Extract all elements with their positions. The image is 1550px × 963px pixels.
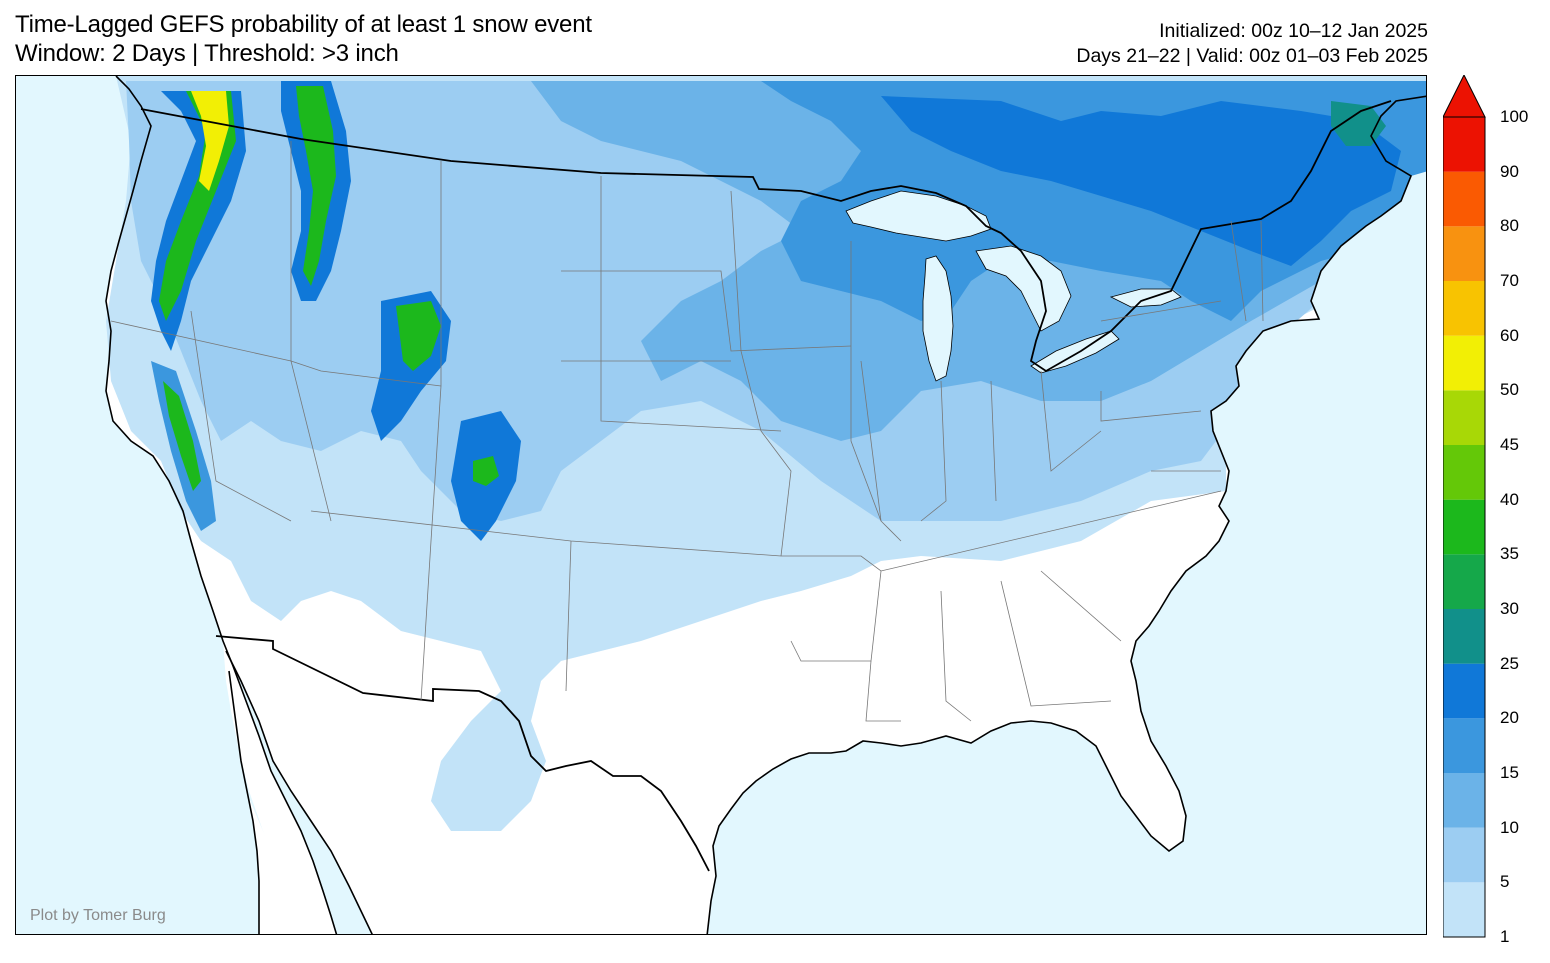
map-svg	[16, 76, 1426, 934]
colorbar-segment	[1443, 499, 1485, 555]
colorbar-segment	[1443, 718, 1485, 773]
colorbar-segment	[1443, 390, 1485, 445]
border-us-canada	[140, 100, 1392, 373]
map-title: Time-Lagged GEFS probability of at least…	[15, 10, 592, 68]
colorbar-tick-label: 5	[1500, 872, 1510, 892]
prob-idaho-green	[296, 86, 336, 286]
valid-line: Days 21–22 | Valid: 00z 01–03 Feb 2025	[1076, 45, 1428, 67]
colorbar-extend-arrow	[1443, 75, 1486, 118]
colorbar	[1443, 75, 1486, 938]
prob-cascades-green	[163, 381, 201, 491]
state-lines	[110, 141, 1264, 722]
prob-colorado-green	[473, 456, 499, 486]
coastline-east	[706, 95, 1426, 934]
baja-gulf	[226, 651, 373, 934]
colorbar-segment	[1443, 335, 1485, 391]
prob-20-25	[881, 96, 1401, 266]
colorbar-segment	[1443, 117, 1485, 172]
colorbar-tick-label: 30	[1500, 599, 1519, 618]
colorbar-tick-label: 100	[1500, 107, 1529, 126]
colorbar-tick-label: 20	[1500, 708, 1519, 728]
colorbar-tick-label: 40	[1500, 489, 1519, 509]
probability-shading	[106, 76, 1426, 831]
coastline-baja	[228, 670, 260, 934]
colorbar-tick-label: 35	[1500, 544, 1519, 564]
colorbar-tick-label: 80	[1500, 216, 1519, 236]
valid-info: Initialized: 00z 10–12 Jan 2025 Days 21–…	[1076, 19, 1428, 69]
prob-rockies-yellow	[191, 91, 229, 191]
coastline-mexico	[225, 650, 373, 934]
colorbar-segment	[1443, 281, 1485, 336]
colorbar-tick-label: 15	[1500, 763, 1519, 782]
colorbar-segment	[1443, 609, 1485, 664]
gulf-of-mexico	[707, 171, 1426, 934]
prob-wyo-green	[396, 301, 441, 371]
colorbar-tick-label: 60	[1500, 325, 1519, 345]
colorbar-segment	[1443, 445, 1485, 500]
baja-peninsula	[223, 641, 337, 934]
colorbar-segment	[1443, 226, 1485, 281]
init-line: Initialized: 00z 10–12 Jan 2025	[1159, 20, 1428, 42]
lakes-overlay	[845, 190, 1182, 382]
map-panel	[15, 75, 1427, 935]
colorbar-tick-label: 10	[1500, 817, 1519, 837]
border-us-mexico	[215, 635, 710, 872]
colorbar-tick-label: 25	[1500, 653, 1519, 673]
pacific-ocean	[16, 76, 259, 934]
title-line-1: Time-Lagged GEFS probability of at least…	[15, 11, 592, 38]
colorbar-tick-label: 45	[1500, 435, 1519, 454]
colorbar-tick-label: 1	[1500, 927, 1510, 946]
colorbar-segment	[1443, 171, 1485, 227]
colorbar-tick-label: 90	[1500, 161, 1519, 181]
colorbar-segment	[1443, 827, 1485, 883]
credit-text: Plot by Tomer Burg	[30, 907, 166, 924]
title-line-2: Window: 2 Days | Threshold: >3 inch	[15, 40, 399, 67]
colorbar-tick-label: 50	[1500, 380, 1519, 400]
colorbar-outline	[1443, 116, 1486, 938]
colorbar-tick-label: 70	[1500, 271, 1519, 290]
colorbar-segment	[1443, 554, 1485, 609]
colorbar-segment	[1443, 773, 1485, 828]
colorbar-segment	[1443, 663, 1485, 719]
coastline-west	[105, 76, 338, 934]
colorbar-segment	[1443, 882, 1485, 937]
